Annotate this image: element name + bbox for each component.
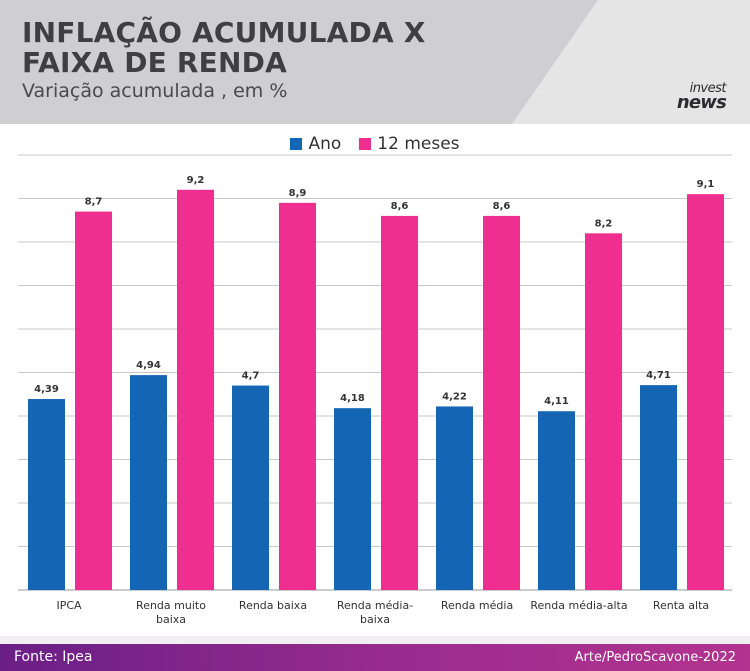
header: INFLAÇÃO ACUMULADA X FAIXA DE RENDA Vari… [0, 0, 750, 124]
category-label: Renda média-alta [530, 599, 627, 612]
bar-12-meses [177, 189, 214, 591]
bar-12-meses [381, 215, 418, 590]
data-label: 8,9 [289, 188, 307, 199]
data-label: 8,6 [391, 201, 409, 212]
data-label: 8,2 [595, 218, 613, 229]
bar-12-meses [75, 211, 112, 591]
header-title-band [0, 0, 598, 124]
legend-label-ano: Ano [308, 134, 342, 154]
legend-item-ano: Ano [290, 134, 341, 154]
bar-ano [640, 385, 677, 590]
category-label: IPCA [56, 599, 82, 612]
data-label: 8,6 [493, 201, 511, 212]
chart-area: 4,39 8,7 IPCA 4,94 9,2 Renda muito baixa 4,7 8,9… [0, 124, 750, 636]
bar-12-meses [483, 215, 520, 590]
data-label: 4,18 [340, 393, 365, 404]
data-label: 4,71 [646, 370, 671, 381]
credit-text: Arte/PedroScavone-2022 [574, 650, 736, 665]
legend-item-12-meses: 12 meses [359, 134, 460, 154]
data-label: 4,22 [442, 391, 467, 402]
data-label: 4,7 [242, 371, 260, 382]
bar-ano [130, 375, 167, 590]
category-label: Renda baixa [239, 599, 307, 612]
legend-swatch-ano [290, 138, 303, 150]
chart-title: INFLAÇÃO ACUMULADA X FAIXA DE RENDA [22, 18, 562, 78]
data-label: 8,7 [85, 197, 103, 208]
bar-12-meses [279, 202, 316, 590]
bar-ano [28, 399, 65, 590]
chart-subtitle: Variação acumulada , em % [22, 80, 288, 102]
category-label: Renda muito [136, 599, 206, 612]
footer-stripe [0, 636, 750, 644]
logo-text-bottom: news [676, 92, 727, 113]
title-line-1: INFLAÇÃO ACUMULADA X [22, 16, 426, 49]
footer: Fonte: Ipea Arte/PedroScavone-2022 [0, 644, 750, 671]
bar-ano [334, 408, 371, 590]
bar-ano [232, 385, 269, 590]
data-label: 4,11 [544, 396, 569, 407]
header-shape [0, 0, 750, 124]
title-line-2: FAIXA DE RENDA [22, 46, 287, 79]
category-label: Renda média [441, 599, 513, 612]
chart-legend: Ano 12 meses [0, 133, 750, 155]
source-text: Fonte: Ipea [14, 649, 93, 665]
data-label: 9,2 [187, 175, 205, 186]
bar-12-meses [687, 194, 724, 590]
category-label: baixa [360, 613, 390, 626]
category-label: Renda média- [337, 599, 413, 612]
category-label: baixa [156, 613, 186, 626]
logo-text-top: invest [689, 81, 727, 96]
investnews-logo: invest news [656, 81, 727, 116]
data-label: 4,39 [34, 384, 59, 395]
data-label: 9,1 [697, 179, 715, 190]
category-label: Renta alta [653, 599, 709, 612]
bar-ano [538, 411, 575, 590]
bar-ano [436, 406, 473, 590]
data-label: 4,94 [136, 360, 161, 371]
legend-swatch-12-meses [359, 138, 372, 150]
legend-label-12-meses: 12 meses [377, 134, 460, 154]
bar-12-meses [585, 233, 622, 591]
